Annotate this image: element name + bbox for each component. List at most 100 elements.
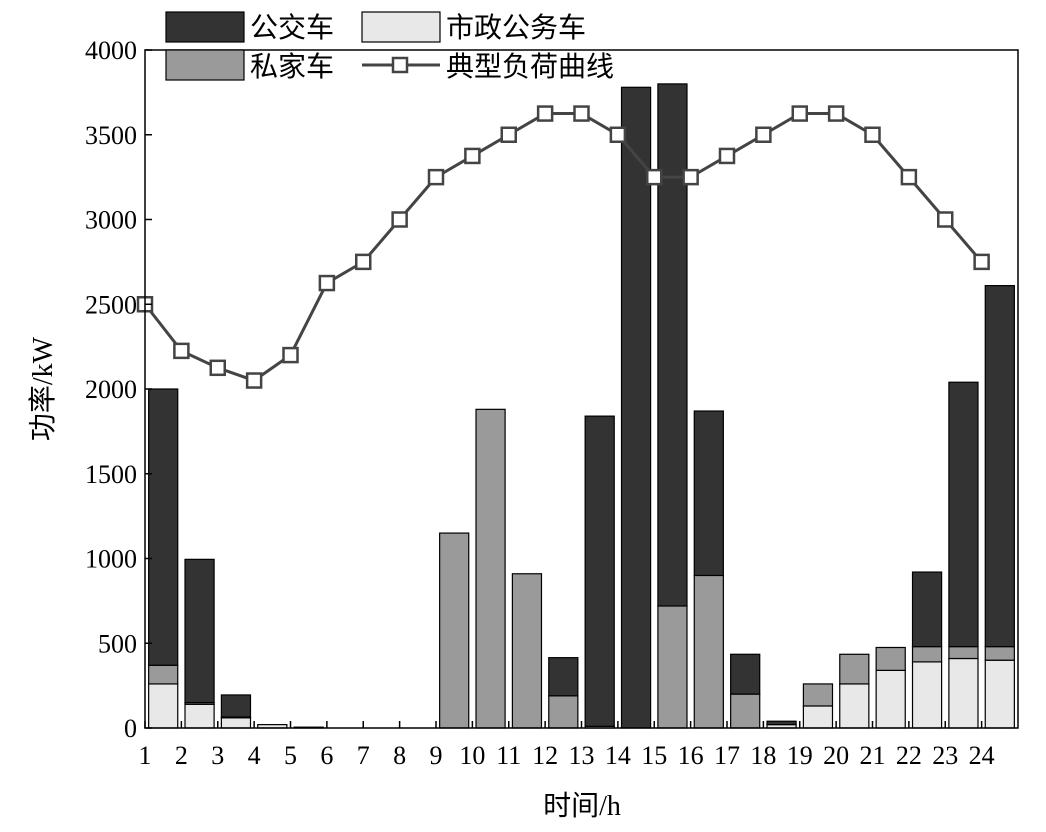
bar-segment-s1-h24 bbox=[984, 646, 1015, 661]
x-tick-label-19: 19 bbox=[787, 741, 813, 770]
y-tick-label-1000: 1000 bbox=[85, 545, 137, 574]
bar-segment-s0-h21 bbox=[875, 669, 906, 729]
load-curve-point-2 bbox=[173, 342, 190, 360]
load-curve-point-3 bbox=[209, 359, 226, 377]
bar-segment-s2-h3 bbox=[220, 694, 252, 718]
bar-segment-s2-h16 bbox=[693, 410, 724, 577]
bar-segment-s2-h2 bbox=[184, 558, 215, 704]
bar-segment-s2-h17 bbox=[730, 653, 761, 695]
bar-segment-s1-h23 bbox=[948, 646, 979, 660]
load-curve-point-5 bbox=[282, 346, 299, 364]
load-curve-point-8 bbox=[391, 211, 408, 228]
x-tick-label-2: 2 bbox=[175, 741, 188, 770]
x-tick-label-7: 7 bbox=[357, 741, 370, 770]
load-curve-point-21 bbox=[864, 126, 881, 143]
load-curve-point-9 bbox=[427, 168, 445, 186]
x-tick-label-5: 5 bbox=[284, 741, 297, 770]
load-curve-point-24 bbox=[973, 253, 990, 271]
load-curve-point-6 bbox=[318, 274, 336, 292]
x-tick-label-3: 3 bbox=[211, 741, 224, 770]
bar-segment-s2-h24 bbox=[984, 285, 1015, 648]
y-tick-label-3500: 3500 bbox=[85, 121, 137, 150]
bar-segment-s1-h19 bbox=[802, 683, 834, 707]
x-tick-label-13: 13 bbox=[569, 741, 595, 770]
x-tick-label-15: 15 bbox=[641, 741, 667, 770]
bars-layer bbox=[148, 83, 1015, 729]
x-tick-label-9: 9 bbox=[430, 741, 443, 770]
legend-label-municipal: 市政公务车 bbox=[446, 12, 586, 44]
x-tick-label-10: 10 bbox=[459, 741, 485, 770]
bar-segment-s1-h12 bbox=[548, 695, 579, 729]
load-curve-point-16 bbox=[682, 168, 699, 186]
bar-segment-s0-h19 bbox=[802, 705, 834, 729]
legend-swatch-private bbox=[165, 49, 245, 81]
load-curve-point-7 bbox=[355, 253, 372, 271]
load-curve-layer bbox=[136, 105, 990, 389]
bar-segment-s2-h13 bbox=[584, 415, 615, 727]
legend-square-marker bbox=[391, 56, 409, 74]
bar-segment-s0-h3 bbox=[220, 717, 252, 729]
bar-segment-s1-h10 bbox=[475, 408, 506, 729]
bar-segment-s0-h20 bbox=[839, 683, 870, 729]
bar-segment-s1-h17 bbox=[730, 693, 761, 729]
legend-label-private: 私家车 bbox=[250, 51, 334, 83]
x-tick-label-8: 8 bbox=[393, 741, 406, 770]
legend: 公交车 市政公务车 私家车 典型负荷曲线 bbox=[165, 11, 614, 83]
load-curve-point-23 bbox=[937, 211, 954, 228]
legend-label-load-curve: 典型负荷曲线 bbox=[446, 51, 614, 83]
x-tick-label-17: 17 bbox=[714, 741, 740, 770]
bar-segment-s1-h20 bbox=[839, 653, 870, 685]
bar-segment-s1-h1 bbox=[148, 664, 179, 685]
x-tick-label-4: 4 bbox=[248, 741, 261, 770]
load-curve-point-15 bbox=[646, 168, 663, 186]
legend-swatch-municipal bbox=[361, 11, 441, 43]
bar-segment-s2-h23 bbox=[948, 381, 979, 648]
x-axis-title: 时间/h bbox=[543, 790, 621, 822]
bar-segment-s2-h18 bbox=[766, 720, 797, 726]
x-tick-label-21: 21 bbox=[860, 741, 886, 770]
load-curve-point-11 bbox=[500, 126, 517, 143]
y-tick-label-2000: 2000 bbox=[85, 375, 137, 404]
bar-segment-s0-h23 bbox=[948, 657, 979, 729]
bar-segment-s2-h15 bbox=[657, 83, 688, 607]
bar-segment-s0-h24 bbox=[984, 659, 1015, 729]
load-curve-point-14 bbox=[609, 126, 627, 143]
x-tick-label-1: 1 bbox=[139, 741, 152, 770]
load-curve-point-20 bbox=[827, 105, 845, 122]
load-curve-point-18 bbox=[755, 126, 772, 143]
x-tick-label-11: 11 bbox=[496, 741, 521, 770]
bar-segment-s1-h22 bbox=[911, 646, 943, 663]
legend-swatch-bus bbox=[165, 11, 245, 43]
y-tick-label-3000: 3000 bbox=[85, 206, 137, 235]
bar-segment-s1-h15 bbox=[657, 605, 688, 729]
load-curve-point-13 bbox=[573, 105, 590, 122]
y-tick-label-4000: 4000 bbox=[85, 36, 137, 65]
x-tick-label-24: 24 bbox=[969, 741, 995, 770]
x-tick-label-16: 16 bbox=[678, 741, 704, 770]
x-tick-label-23: 23 bbox=[932, 741, 958, 770]
bar-segment-s2-h22 bbox=[911, 571, 943, 648]
x-tick-label-22: 22 bbox=[896, 741, 922, 770]
y-tick-label-2500: 2500 bbox=[85, 290, 137, 319]
bar-segment-s1-h16 bbox=[693, 574, 724, 729]
legend-label-bus: 公交车 bbox=[250, 12, 334, 44]
bar-segment-s1-h11 bbox=[511, 573, 543, 729]
x-tick-label-18: 18 bbox=[750, 741, 776, 770]
load-curve-point-22 bbox=[900, 168, 918, 186]
bar-segment-s0-h1 bbox=[148, 683, 179, 729]
bar-segment-s0-h2 bbox=[184, 703, 215, 729]
y-axis-title: 功率/kW bbox=[27, 336, 59, 441]
bar-segment-s0-h22 bbox=[911, 661, 943, 729]
load-curve-point-4 bbox=[245, 372, 263, 389]
bar-segment-s2-h1 bbox=[148, 388, 179, 666]
x-tick-label-6: 6 bbox=[320, 741, 333, 770]
x-tick-label-12: 12 bbox=[532, 741, 558, 770]
bar-segment-s2-h12 bbox=[548, 657, 579, 697]
load-curve-point-17 bbox=[718, 147, 736, 165]
load-curve-point-19 bbox=[791, 105, 808, 122]
load-curve-point-12 bbox=[536, 105, 554, 122]
y-tick-label-1500: 1500 bbox=[85, 460, 137, 489]
x-tick-label-14: 14 bbox=[605, 741, 631, 770]
